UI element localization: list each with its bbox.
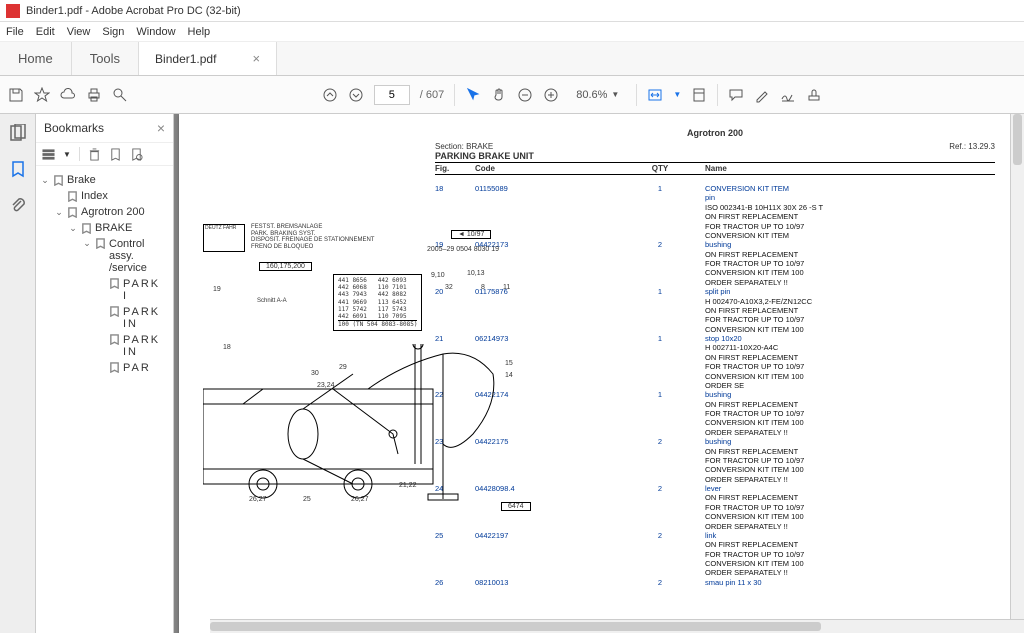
col-qty: QTY [615, 164, 705, 173]
zoom-dropdown[interactable]: 80.6% ▼ [569, 86, 626, 104]
tools-button[interactable]: Tools [72, 42, 139, 75]
menu-file[interactable]: File [6, 26, 24, 38]
bookmark-p4[interactable]: PAR [40, 360, 169, 376]
diagram-sizes: 160,175,200 [259, 262, 312, 271]
pointer-icon[interactable] [465, 87, 481, 103]
menu-sign[interactable]: Sign [102, 26, 124, 38]
bookmarks-tools: ▼ [36, 143, 173, 166]
menu-window[interactable]: Window [136, 26, 175, 38]
menubar: File Edit View Sign Window Help [0, 22, 1024, 42]
page-up-icon[interactable] [322, 87, 338, 103]
doc-ref: Ref.: 13.29.3 [949, 142, 995, 151]
bookmark-p1[interactable]: PARKI [40, 276, 169, 304]
highlight-icon[interactable] [754, 87, 770, 103]
technical-diagram: DEUTZ FAHR FESTST. BREMSANLAGE PARK. BRA… [203, 224, 533, 514]
document-viewport[interactable]: Agrotron 200 Section: BRAKE Ref.: 13.29.… [174, 114, 1024, 633]
menu-edit[interactable]: Edit [36, 26, 55, 38]
mechanical-drawing [203, 344, 513, 509]
bookmark-p2[interactable]: PARKIN [40, 304, 169, 332]
tabbar: Home Tools Binder1.pdf × [0, 42, 1024, 76]
zoom-out-icon[interactable] [517, 87, 533, 103]
bookmarks-panel: Bookmarks × ▼ ⌄Brake Index ⌄Agrotron 200… [36, 114, 174, 633]
toolbar: / 607 80.6% ▼ ▼ [0, 76, 1024, 114]
bookmark-brake[interactable]: ⌄Brake [40, 172, 169, 188]
star-icon[interactable] [34, 87, 50, 103]
pdf-page: Agrotron 200 Section: BRAKE Ref.: 13.29.… [179, 114, 1019, 633]
delete-bookmark-icon[interactable] [88, 148, 101, 161]
close-tab-icon[interactable]: × [252, 51, 260, 66]
menu-help[interactable]: Help [188, 26, 211, 38]
col-name: Name [705, 164, 995, 173]
diagram-title: FESTST. BREMSANLAGE PARK. BRAKING SYST. … [251, 224, 374, 250]
close-panel-icon[interactable]: × [157, 120, 165, 136]
bookmark-p3[interactable]: PARKIN [40, 332, 169, 360]
diagram-schnitt: Schnitt A-A [257, 298, 287, 304]
parts-row: 26082100132smau pin 11 x 30 [435, 578, 995, 587]
find-bookmark-icon[interactable] [130, 148, 143, 161]
page-down-icon[interactable] [348, 87, 364, 103]
vertical-scrollbar[interactable] [1010, 114, 1024, 619]
col-fig: Fig. [435, 164, 475, 173]
document-tab-label: Binder1.pdf [155, 52, 216, 66]
zoom-in-icon[interactable] [543, 87, 559, 103]
comment-icon[interactable] [728, 87, 744, 103]
attachments-icon[interactable] [9, 196, 27, 214]
parts-row: 25044221972linkON FIRST REPLACEMENTFOR T… [435, 531, 995, 578]
doc-section: Section: BRAKE [435, 142, 493, 151]
hand-icon[interactable] [491, 87, 507, 103]
diagram-partbox: 441 8656 442 6093 442 6068 110 7101 443 … [333, 274, 422, 331]
home-button[interactable]: Home [0, 42, 72, 75]
page-total: / 607 [420, 89, 444, 101]
bookmarks-tree: ⌄Brake Index ⌄Agrotron 200 ⌄BRAKE ⌄Contr… [36, 166, 173, 382]
diagram-hdrnum: 2005–29 0504 8030 19 [427, 246, 499, 253]
menu-view[interactable]: View [67, 26, 91, 38]
main-area: Bookmarks × ▼ ⌄Brake Index ⌄Agrotron 200… [0, 114, 1024, 633]
bookmark-index[interactable]: Index [40, 188, 169, 204]
cloud-icon[interactable] [60, 87, 76, 103]
deutz-logo: DEUTZ FAHR [203, 224, 245, 252]
print-icon[interactable] [86, 87, 102, 103]
diagram-date: ◄ 10/97 [451, 230, 491, 239]
nav-rail [0, 114, 36, 633]
document-tab[interactable]: Binder1.pdf × [139, 42, 277, 75]
doc-title: PARKING BRAKE UNIT [435, 151, 995, 163]
bookmark-control[interactable]: ⌄Control assy. /service [40, 236, 169, 276]
bookmarks-icon[interactable] [9, 160, 27, 178]
pdf-icon [6, 4, 20, 18]
horizontal-scrollbar[interactable] [210, 619, 1024, 633]
window-title: Binder1.pdf - Adobe Acrobat Pro DC (32-b… [26, 5, 241, 17]
bookmarks-title: Bookmarks [44, 121, 104, 135]
search-icon[interactable] [112, 87, 128, 103]
doc-model: Agrotron 200 [435, 128, 995, 138]
save-icon[interactable] [8, 87, 24, 103]
options-icon[interactable] [42, 148, 55, 161]
bookmark-brake2[interactable]: ⌄BRAKE [40, 220, 169, 236]
fit-width-icon[interactable] [647, 87, 663, 103]
col-code: Code [475, 164, 615, 173]
thumbnails-icon[interactable] [9, 124, 27, 142]
new-bookmark-icon[interactable] [109, 148, 122, 161]
stamp-icon[interactable] [806, 87, 822, 103]
page-number-input[interactable] [374, 85, 410, 105]
fit-page-icon[interactable] [691, 87, 707, 103]
sign-icon[interactable] [780, 87, 796, 103]
bookmark-agrotron[interactable]: ⌄Agrotron 200 [40, 204, 169, 220]
titlebar: Binder1.pdf - Adobe Acrobat Pro DC (32-b… [0, 0, 1024, 22]
